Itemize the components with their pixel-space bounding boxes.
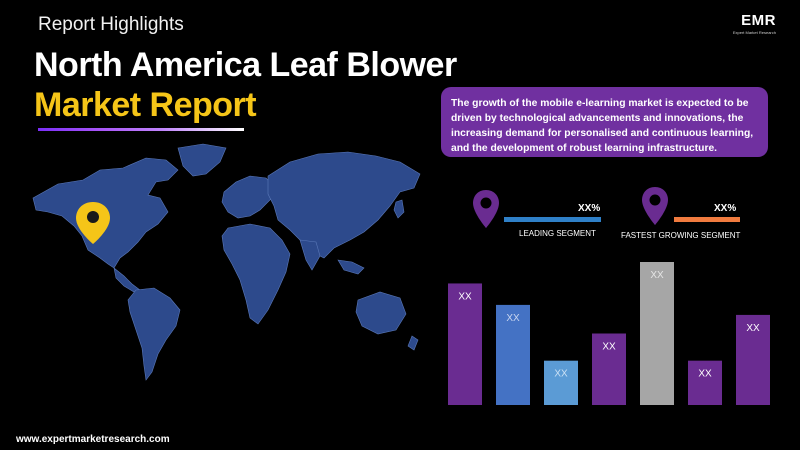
chart-bar-label-3: XX xyxy=(554,369,568,380)
asia-shape xyxy=(267,151,421,259)
chart-bar-label-4: XX xyxy=(602,342,616,353)
fastest-segment-label: FASTEST GROWING SEGMENT xyxy=(621,231,741,240)
chart-bar-1 xyxy=(448,283,482,405)
chart-bar-7 xyxy=(736,314,770,405)
logo-subtext: Expert Market Research xyxy=(732,30,776,35)
report-highlights-label: Report Highlights xyxy=(38,14,184,35)
summary-text: The growth of the mobile e-learning mark… xyxy=(451,98,754,154)
southeast-asia-shape xyxy=(337,259,365,275)
chart-bar-2 xyxy=(496,304,530,405)
bar-chart: XX XX XX XX XX XX XX xyxy=(448,262,770,405)
emr-logo: EMR Expert Market Research xyxy=(724,12,776,38)
location-pin-icon xyxy=(76,202,110,244)
chart-bar-label-7: XX xyxy=(746,323,760,334)
chart-bar-label-1: XX xyxy=(458,291,472,302)
fastest-segment-pin-icon xyxy=(642,187,668,225)
summary-box: The growth of the mobile e-learning mark… xyxy=(441,87,768,157)
chart-bar-label-2: XX xyxy=(506,313,520,324)
south-america-shape xyxy=(127,287,181,381)
greenland-shape xyxy=(177,143,227,177)
leading-segment-value: XX% xyxy=(578,203,601,214)
leading-segment-pin-icon xyxy=(473,190,499,228)
logo-text: EMR xyxy=(741,12,776,29)
page-title-line1: North America Leaf Blower xyxy=(34,46,457,84)
page-title-line2: Market Report xyxy=(34,86,257,124)
fastest-segment-value: XX% xyxy=(714,203,737,214)
central-america-shape xyxy=(113,267,141,293)
website-url: www.expertmarketresearch.com xyxy=(16,434,170,445)
australia-shape xyxy=(355,291,407,335)
chart-bar-5 xyxy=(640,262,674,405)
chart-bar-label-5: XX xyxy=(650,270,664,281)
europe-shape xyxy=(221,175,277,219)
chart-bar-6 xyxy=(688,360,722,405)
chart-bar-4 xyxy=(592,333,626,405)
title-underline xyxy=(38,128,244,131)
japan-shape xyxy=(393,199,405,219)
africa-shape xyxy=(221,223,291,325)
world-map xyxy=(32,143,421,381)
leading-segment-label: LEADING SEGMENT xyxy=(519,229,596,238)
fastest-segment-bar xyxy=(674,217,740,222)
new-zealand-shape xyxy=(407,335,419,351)
chart-bar-label-6: XX xyxy=(698,369,712,380)
india-shape xyxy=(299,239,321,271)
leading-segment-bar xyxy=(504,217,601,222)
chart-bar-3 xyxy=(544,360,578,405)
